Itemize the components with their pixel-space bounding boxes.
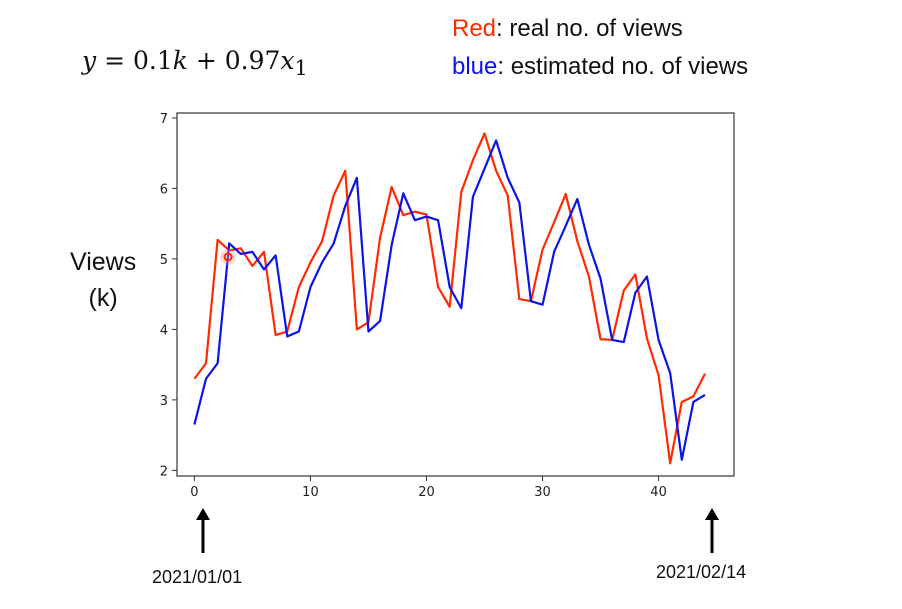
formula-y: y xyxy=(82,46,97,75)
plot-frame xyxy=(176,112,735,477)
formula-part: + 0.97 xyxy=(187,46,281,75)
x-tick-label: 30 xyxy=(534,485,551,500)
formula-x: x xyxy=(280,46,295,75)
legend-text: : real no. of views xyxy=(496,15,683,42)
series-real-line xyxy=(193,132,706,465)
y-tick-label: 7 xyxy=(160,112,168,127)
cursor-highlight xyxy=(220,249,236,265)
formula-k: k xyxy=(172,46,188,75)
legend-real: Red: real no. of views xyxy=(452,15,683,43)
y-tick-label: 3 xyxy=(160,394,168,409)
legend-estimated: blue: estimated no. of views xyxy=(452,53,748,81)
y-tick-label: 6 xyxy=(160,182,168,197)
end-arrow xyxy=(705,508,719,553)
y-label-line: (k) xyxy=(88,284,118,312)
start-arrow xyxy=(196,508,210,553)
x-tick-label: 10 xyxy=(302,485,319,500)
formula-subscript: 1 xyxy=(294,56,308,80)
series-estimated-line xyxy=(193,139,706,461)
x-tick-label: 40 xyxy=(650,485,667,500)
cursor-marker xyxy=(223,252,233,262)
end-date-label: 2021/02/14 xyxy=(656,562,747,582)
y-tick-label: 5 xyxy=(160,253,168,268)
legend-text: : estimated no. of views xyxy=(497,53,749,80)
x-tick-label: 20 xyxy=(418,485,435,500)
start-date-label: 2021/01/01 xyxy=(152,567,243,587)
legend-key-red: Red xyxy=(452,15,497,42)
y-tick-label: 2 xyxy=(160,464,168,479)
x-tick-label: 0 xyxy=(190,485,198,500)
y-tick-label: 4 xyxy=(160,323,168,338)
y-axis-label: Views (k) xyxy=(70,244,136,316)
formula-part: = 0.1 xyxy=(96,46,173,75)
y-label-line: Views xyxy=(70,248,137,276)
regression-formula: y = 0.1k + 0.97x1 xyxy=(82,46,308,80)
legend-key-blue: blue xyxy=(452,53,498,80)
